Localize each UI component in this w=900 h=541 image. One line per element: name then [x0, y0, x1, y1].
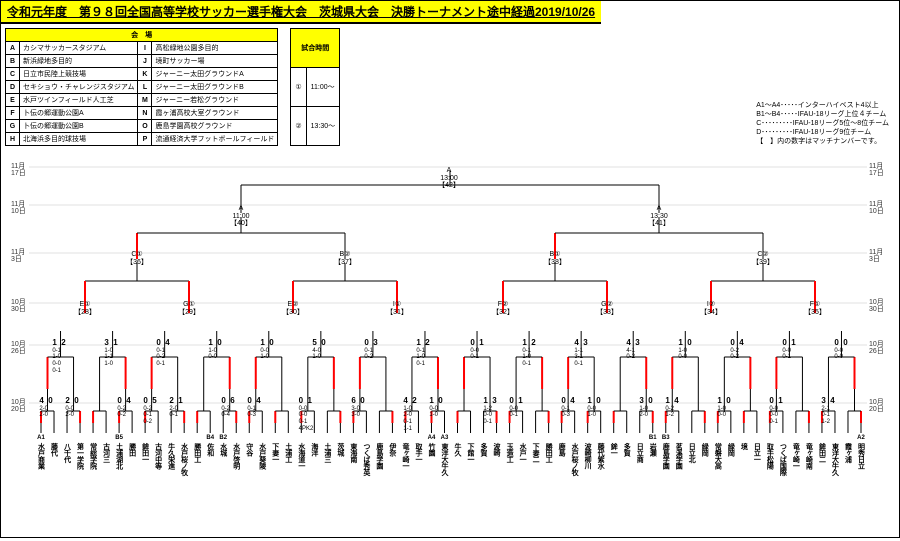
- time-table: 試合時間 ①11:00～②13:30～: [290, 28, 340, 146]
- legend: A1～A4･････インターハイベスト4以上B1～B4･････IFAU-18リ…: [756, 101, 889, 146]
- bracket: 11月17日11月17日11月10日11月10日11月3日11月3日10月30日…: [11, 141, 889, 529]
- page-title: 令和元年度 第９８回全国高等学校サッカー選手権大会 茨城県大会 決勝トーナメント…: [1, 1, 601, 24]
- time-header: 試合時間: [291, 29, 340, 68]
- venue-header: 会 場: [6, 29, 278, 42]
- venue-table: 会 場 AカシマサッカースタジアムI高松緑地公園多目的B新浜緑地多目的J境町サッ…: [5, 28, 278, 146]
- bracket-svg: [11, 141, 891, 541]
- title-text: 令和元年度 第９８回全国高等学校サッカー選手権大会 茨城県大会 決勝トーナメント…: [7, 5, 595, 19]
